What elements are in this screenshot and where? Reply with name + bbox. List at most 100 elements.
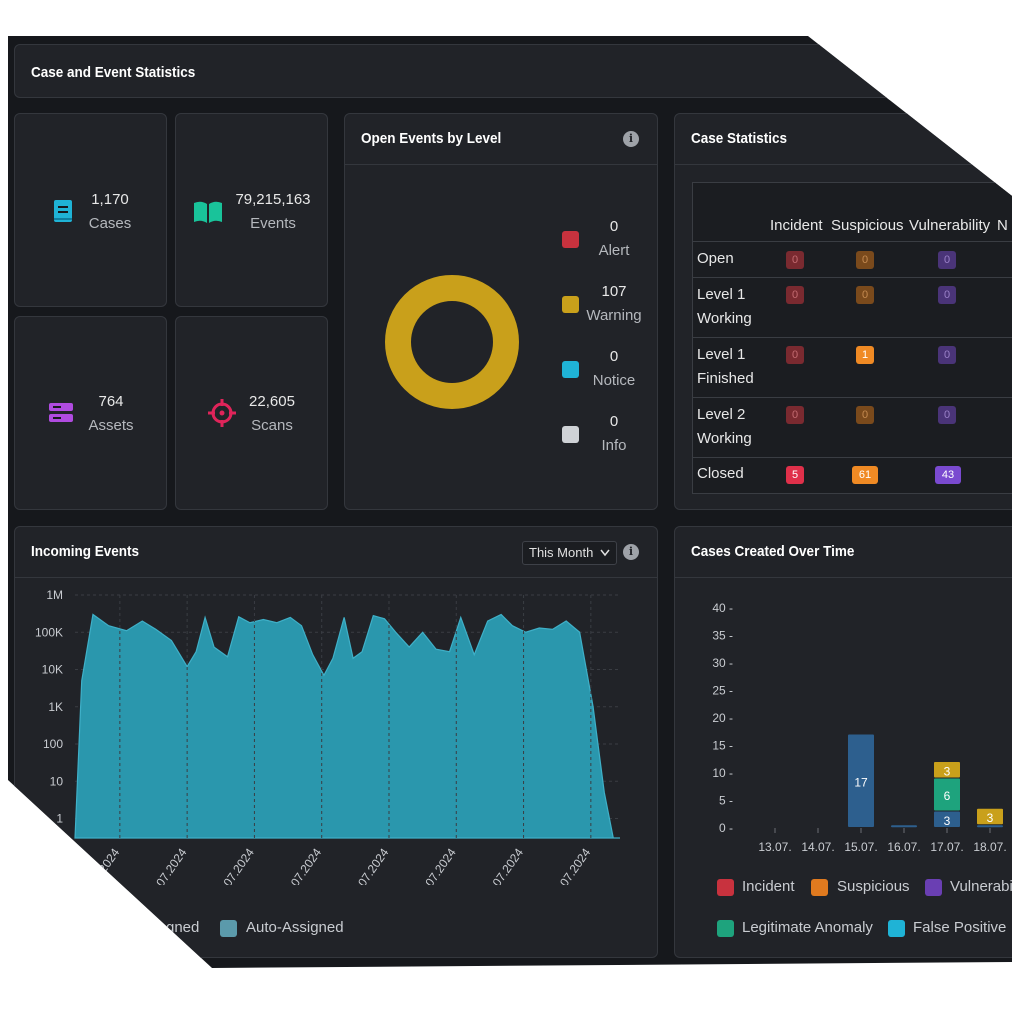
- badge-closed-vulnerability[interactable]: 43: [935, 466, 961, 484]
- y-tick-label: 40 -: [712, 601, 733, 615]
- legend-alert-label: Alert: [598, 242, 630, 259]
- case-statistics-table: Incident Suspicious Vulnerability N: [692, 182, 1012, 494]
- bar-data-label: 17: [854, 775, 868, 789]
- badge-closed-suspicious[interactable]: 61: [852, 466, 878, 484]
- y-tick-label: 1M: [46, 588, 63, 602]
- legend-suspicious-swatch: [811, 879, 828, 896]
- case-statistics-panel: Case Statistics Incident Suspicious Vuln…: [674, 113, 1012, 510]
- y-tick-label: 10: [50, 774, 64, 788]
- badge-l1f-vulnerability[interactable]: 0: [938, 346, 956, 364]
- y-tick-label: 1K: [48, 700, 63, 714]
- table-row-closed: [692, 457, 1012, 494]
- badge-l2w-vulnerability[interactable]: 0: [938, 406, 956, 424]
- row-label-level1-working-2: Working: [697, 310, 752, 327]
- bar-segment: [977, 825, 1003, 828]
- badge-l1w-vulnerability[interactable]: 0: [938, 286, 956, 304]
- cases-icon: [54, 200, 72, 222]
- scans-label: Scans: [251, 417, 293, 434]
- open-events-panel: Open Events by Level i 0 Alert 107 Warni…: [344, 113, 658, 510]
- badge-l1f-incident[interactable]: 0: [786, 346, 804, 364]
- legend-alert-swatch: [562, 231, 579, 248]
- scans-value: 22,605: [249, 393, 295, 410]
- y-tick-label: 5 -: [719, 794, 733, 808]
- legend-false-positive-swatch: [888, 920, 905, 937]
- legend-incident-swatch: [717, 879, 734, 896]
- stat-card-cases[interactable]: 1,170 Cases: [14, 113, 167, 307]
- donut-slice-warning: [385, 275, 519, 409]
- info-icon[interactable]: i: [623, 131, 639, 147]
- bar-segment: [934, 811, 960, 827]
- cases-value: 1,170: [91, 191, 129, 208]
- x-tick-label: 06.07.2024: [144, 845, 190, 885]
- badge-open-suspicious[interactable]: 0: [856, 251, 874, 269]
- row-label-level1-finished-1: Level 1: [697, 346, 746, 363]
- row-label-level1-working-1: Level 1: [697, 286, 746, 303]
- info-icon[interactable]: i: [623, 544, 639, 560]
- book-open-icon: [194, 201, 222, 223]
- bar-data-label: 3: [944, 764, 951, 778]
- legend-vulnerability-swatch: [925, 879, 942, 896]
- legend-false-positive-label: False Positive: [913, 919, 1007, 936]
- y-tick-label: 10 -: [712, 766, 733, 780]
- badge-open-vulnerability[interactable]: 0: [938, 251, 956, 269]
- bar-data-label: 6: [944, 789, 951, 803]
- header-bar: Case and Event Statistics: [14, 44, 1012, 98]
- row-label-closed: Closed: [697, 465, 744, 482]
- badge-l1w-incident[interactable]: 0: [786, 286, 804, 304]
- legend-notice-label: Notice: [592, 372, 636, 389]
- x-tick-label: 17.07.: [930, 840, 963, 854]
- x-tick-label: 18.07.: [973, 840, 1006, 854]
- stat-card-scans[interactable]: 22,605 Scans: [175, 316, 328, 510]
- legend-info-label: Info: [601, 437, 627, 454]
- legend-info-value: 0: [609, 413, 619, 430]
- legend-warning-value: 107: [601, 283, 627, 300]
- legend-assigned-swatch: [132, 920, 149, 937]
- chevron-down-icon: [600, 549, 610, 557]
- bar-data-label: 3: [987, 811, 994, 825]
- open-events-title: Open Events by Level: [361, 130, 502, 147]
- row-label-level2-working-2: Working: [697, 430, 752, 447]
- legend-info-swatch: [562, 426, 579, 443]
- row-label-open: Open: [697, 250, 734, 267]
- y-tick-label: 0 -: [719, 821, 733, 835]
- assets-value: 764: [98, 393, 124, 410]
- events-value: 79,215,163: [235, 191, 311, 208]
- badge-l2w-incident[interactable]: 0: [786, 406, 804, 424]
- legend-notice-swatch: [562, 361, 579, 378]
- y-tick-label: 30 -: [712, 656, 733, 670]
- column-n: N: [997, 217, 1008, 234]
- badge-l1w-suspicious[interactable]: 0: [856, 286, 874, 304]
- bar-segment: [934, 762, 960, 778]
- y-tick-label: 35 -: [712, 629, 733, 643]
- badge-closed-incident[interactable]: 5: [786, 466, 804, 484]
- server-icon: [49, 403, 73, 422]
- y-tick-label: 100: [43, 737, 63, 751]
- case-statistics-title: Case Statistics: [691, 130, 788, 147]
- x-tick-label: 12.07.2024: [278, 845, 324, 885]
- badge-l2w-suspicious[interactable]: 0: [856, 406, 874, 424]
- badge-l1f-suspicious[interactable]: 1: [856, 346, 874, 364]
- legend-alert-value: 0: [609, 218, 619, 235]
- stat-card-events[interactable]: 79,215,163 Events: [175, 113, 328, 307]
- badge-open-incident[interactable]: 0: [786, 251, 804, 269]
- legend-auto-assigned-swatch: [220, 920, 237, 937]
- page-title: Case and Event Statistics: [31, 64, 196, 81]
- bar-data-label: 3: [944, 814, 951, 828]
- x-tick-label: 03.07.2024: [76, 845, 122, 885]
- legend-warning-label: Warning: [586, 307, 642, 324]
- x-tick-label: 15.07.2024: [346, 845, 392, 885]
- y-tick-label: 25 -: [712, 684, 733, 698]
- time-range-dropdown[interactable]: This Month: [522, 541, 617, 565]
- stat-card-assets[interactable]: 764 Assets: [14, 316, 167, 510]
- legend-legitimate-anomaly-swatch: [717, 920, 734, 937]
- x-tick-label: 24.07.2024: [547, 845, 593, 885]
- row-label-level2-working-1: Level 2: [697, 406, 746, 423]
- cases-over-time-chart: 0 - 5 - 10 - 15 - 20 - 25 - 30 - 35 - 40 - 13.07.…: [712, 601, 1006, 854]
- incoming-events-chart: 1 10 100 1K 10K 100K 1M 03.07.2024 06.07.2024 09.…: [35, 588, 620, 885]
- table-row-level1-working: [692, 277, 1012, 338]
- column-vulnerability: Vulnerability: [909, 217, 991, 234]
- x-tick-label: 18.07.2024: [413, 845, 459, 885]
- bar-segment: [977, 808, 1003, 825]
- assets-label: Assets: [88, 417, 134, 434]
- open-events-donut: [385, 275, 519, 409]
